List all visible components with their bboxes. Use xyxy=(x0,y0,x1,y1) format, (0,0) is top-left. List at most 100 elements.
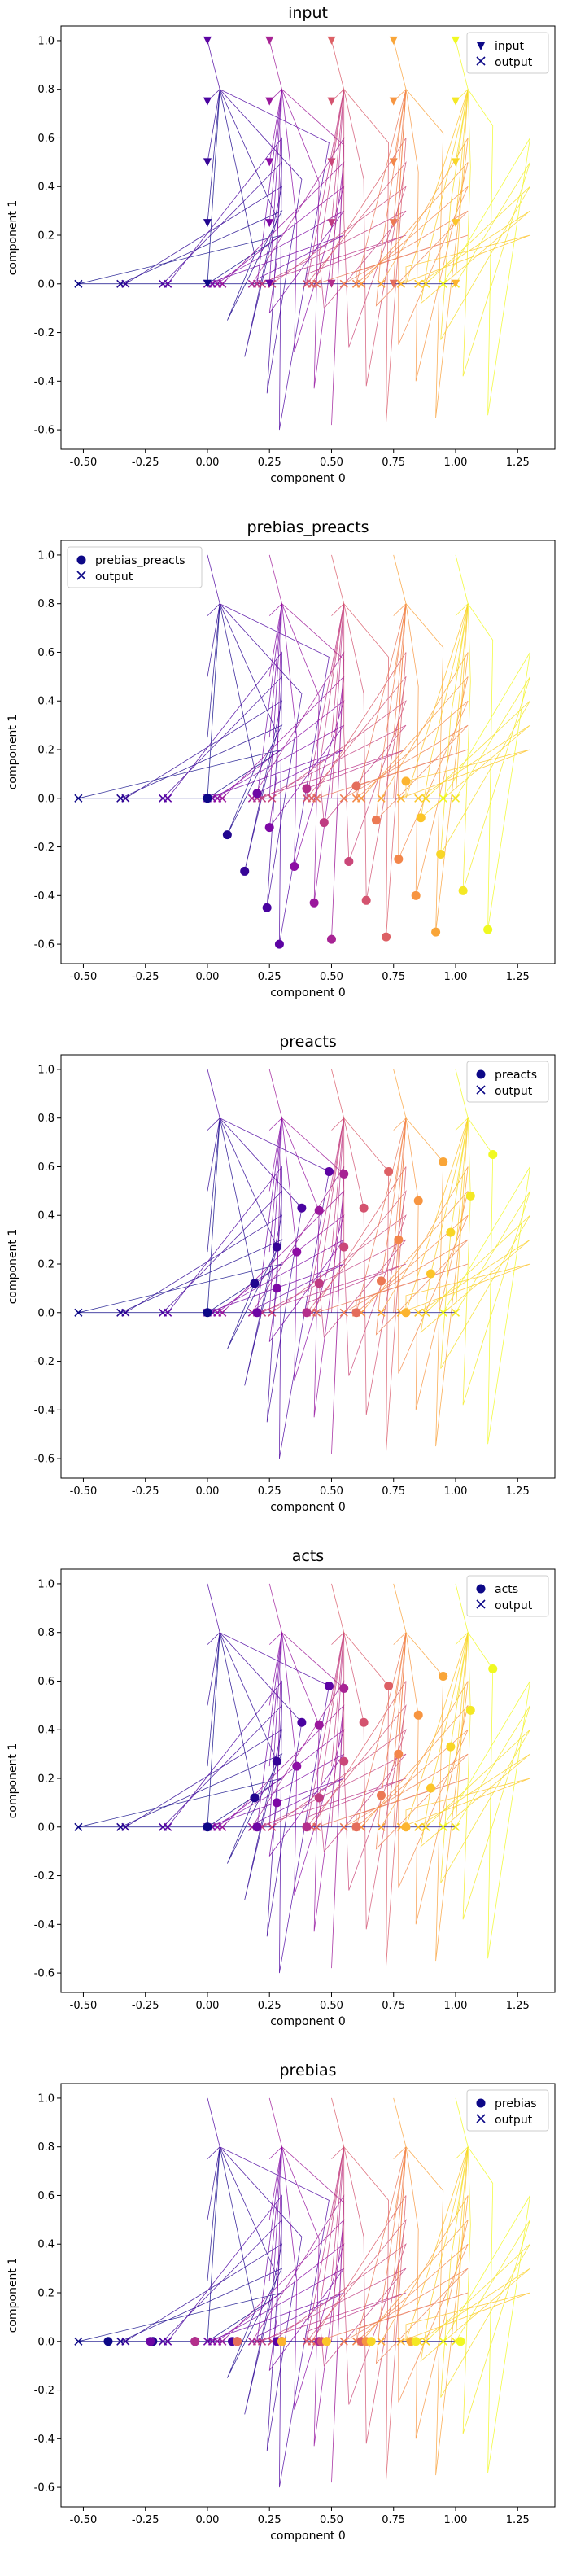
trajectory-line xyxy=(400,89,530,285)
prebias_preacts-point xyxy=(274,939,284,949)
y-tick-label: 0.6 xyxy=(37,1676,55,1688)
plot-area xyxy=(74,2097,530,2488)
trajectory-line xyxy=(417,603,530,819)
y-axis-label: component 1 xyxy=(7,1229,20,1305)
legend-label: preacts xyxy=(495,1069,537,1082)
preacts-point xyxy=(272,1284,282,1293)
preacts-point xyxy=(426,1269,435,1279)
y-tick-label: 0.0 xyxy=(37,1307,55,1319)
legend-label: input xyxy=(495,40,525,53)
y-tick-label: 0.2 xyxy=(37,1259,55,1271)
plot-frame xyxy=(60,1568,556,1993)
prebias-point xyxy=(456,2337,465,2346)
legend-input-marker xyxy=(477,42,485,50)
trajectory-line xyxy=(417,1117,530,1333)
x-tick-label: 0.50 xyxy=(320,2000,343,2012)
preacts-point xyxy=(446,1227,456,1237)
input-point xyxy=(451,219,460,228)
output-point xyxy=(218,2337,227,2346)
y-tick-label: -0.2 xyxy=(34,1356,55,1368)
output-point xyxy=(268,1308,277,1317)
trajectory-line xyxy=(167,2097,330,2488)
acts-point xyxy=(203,1822,212,1832)
acts-point xyxy=(359,1717,369,1727)
x-tick-label: 1.00 xyxy=(444,1485,468,1498)
trajectory-line xyxy=(212,603,345,828)
trajectory-line xyxy=(216,1632,345,1896)
trajectory-line xyxy=(443,2097,530,2473)
y-tick-label: -0.2 xyxy=(34,327,55,339)
output-point xyxy=(396,794,405,803)
output-point xyxy=(421,794,430,803)
x-tick-label: 0.00 xyxy=(195,2514,219,2526)
acts-point xyxy=(297,1717,307,1727)
y-axis-label: component 1 xyxy=(7,2258,20,2333)
trajectory-line xyxy=(125,2145,283,2415)
trajectory-line xyxy=(400,603,530,799)
plot-area xyxy=(74,554,530,949)
acts-point xyxy=(314,1793,324,1803)
y-tick-label: -0.6 xyxy=(34,1454,55,1466)
trajectory-line xyxy=(360,602,469,896)
prebias_preacts-point xyxy=(319,818,329,828)
trajectory-line xyxy=(400,1117,530,1314)
trajectory-line xyxy=(261,603,407,824)
input-point xyxy=(327,97,336,106)
trajectory-line xyxy=(256,1632,407,1828)
trajectory-line xyxy=(455,1117,530,1406)
prebias-point xyxy=(321,2337,331,2346)
y-tick-label: 0.2 xyxy=(37,1773,55,1786)
panel-title: acts xyxy=(292,1547,324,1565)
output-point xyxy=(164,1822,172,1831)
output-point xyxy=(312,1308,321,1317)
preacts-point xyxy=(439,1157,448,1166)
legend-output-marker xyxy=(476,1085,486,1095)
panel-title: prebias_preacts xyxy=(247,518,369,536)
input-point xyxy=(451,279,460,288)
legend-box xyxy=(67,546,203,588)
y-tick-label: 0.8 xyxy=(37,2141,55,2154)
y-axis-label: component 1 xyxy=(7,715,20,790)
input-point xyxy=(327,36,336,45)
prebias_preacts-point xyxy=(416,813,426,823)
plot-area xyxy=(74,1583,530,1974)
input-point xyxy=(265,97,274,106)
input-point xyxy=(327,158,336,167)
prebias_preacts-point xyxy=(203,794,212,803)
prebias-point xyxy=(277,2337,286,2346)
trajectory-line xyxy=(311,554,407,938)
trajectory-line xyxy=(212,89,345,313)
output-point xyxy=(268,794,277,803)
trajectory-line xyxy=(455,2145,530,2434)
acts-point xyxy=(339,1756,349,1766)
trajectory-line xyxy=(360,1117,469,1410)
trajectory-line xyxy=(272,2146,407,2405)
trajectory-line xyxy=(400,1632,530,1828)
trajectory-line xyxy=(306,1117,407,1415)
x-tick-label: 0.00 xyxy=(195,2000,219,2012)
prebias-point xyxy=(190,2337,200,2346)
trajectory-line xyxy=(125,602,283,872)
y-tick-label: 0.4 xyxy=(37,1725,55,1737)
trajectory-line xyxy=(261,89,407,309)
plot-frame xyxy=(60,1054,556,1479)
prebias-point xyxy=(146,2337,155,2346)
panel-acts: acts -0.50 -0.25 0.00 0.25 0.50 0.75 1.00 1.25 -0… xyxy=(7,1547,556,2028)
y-tick-label: 0.0 xyxy=(37,2336,55,2348)
preacts-point xyxy=(465,1191,475,1201)
legend-label: prebias_preacts xyxy=(95,554,185,567)
preacts-point xyxy=(401,1308,411,1318)
y-tick-label: -0.2 xyxy=(34,842,55,854)
output-point xyxy=(377,2337,386,2346)
y-tick-label: -0.6 xyxy=(34,939,55,951)
preacts-point xyxy=(384,1166,394,1176)
legend-output-marker xyxy=(476,56,486,66)
y-tick-label: -0.2 xyxy=(34,2385,55,2397)
y-tick-label: -0.4 xyxy=(34,2434,55,2446)
output-point xyxy=(339,1308,348,1317)
trajectory-line xyxy=(272,89,407,348)
output-point xyxy=(377,1308,386,1317)
y-tick-label: 1.0 xyxy=(37,35,55,47)
trajectory-line xyxy=(167,554,330,945)
trajectory-line xyxy=(256,1117,407,1314)
